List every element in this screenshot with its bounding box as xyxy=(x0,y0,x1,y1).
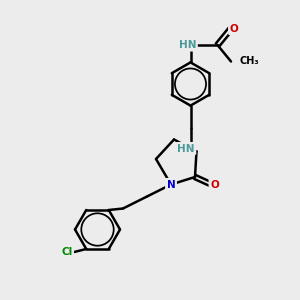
Text: HN: HN xyxy=(177,143,195,154)
Text: O: O xyxy=(230,23,238,34)
Text: O: O xyxy=(210,179,219,190)
Text: CH₃: CH₃ xyxy=(240,56,260,67)
Text: N: N xyxy=(167,179,176,190)
Text: HN: HN xyxy=(179,40,196,50)
Text: Cl: Cl xyxy=(61,247,72,257)
